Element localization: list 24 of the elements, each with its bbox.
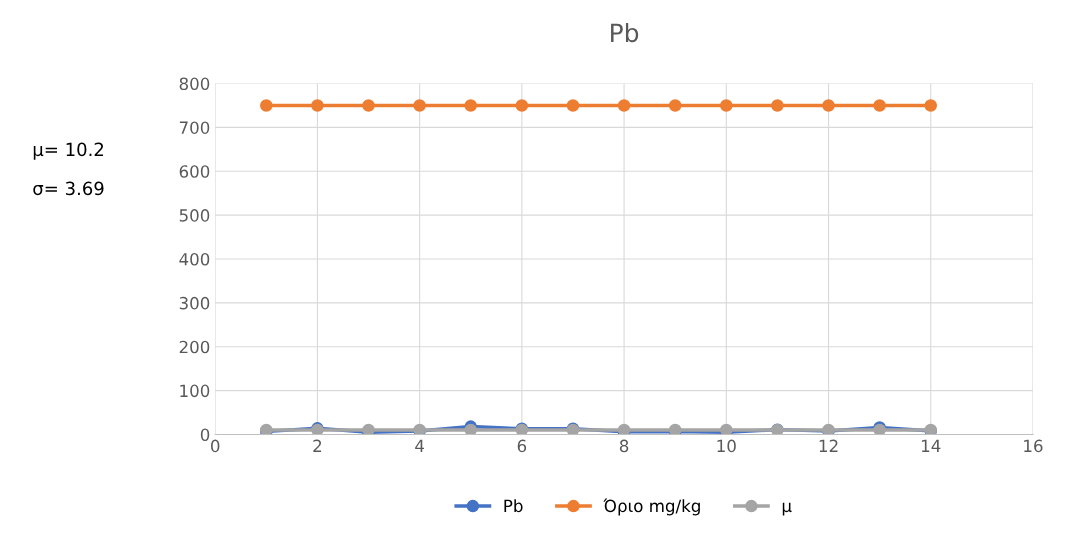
y-tick-label: 100 bbox=[180, 384, 210, 398]
x-tick-label: 4 bbox=[415, 439, 425, 452]
x-tick-label: 2 bbox=[313, 439, 322, 452]
y-tick-label: 400 bbox=[179, 252, 210, 266]
y-tick-label: 700 bbox=[179, 121, 210, 134]
x-tick-label: 14 bbox=[921, 439, 941, 452]
legend-label: Όριο mg/kg bbox=[603, 498, 700, 516]
text: μ= 10.2 bbox=[33, 142, 104, 160]
x-tick-label: 0 bbox=[211, 439, 220, 453]
y-tick-label: 800 bbox=[179, 77, 210, 91]
legend-label: μ bbox=[782, 502, 792, 516]
x-tick-label: 6 bbox=[517, 439, 527, 453]
x-tick-label: 10 bbox=[717, 439, 736, 453]
y-tick-label: 200 bbox=[179, 340, 210, 354]
legend-label: Pb bbox=[504, 499, 523, 513]
y-tick-label: 600 bbox=[179, 165, 210, 178]
y-tick-label: 500 bbox=[179, 209, 210, 222]
y-tick-label: 300 bbox=[179, 296, 210, 310]
x-tick-label: 8 bbox=[619, 439, 629, 453]
chart-title: Pb bbox=[611, 22, 639, 43]
x-tick-label: 16 bbox=[1024, 439, 1043, 453]
text: σ= 3.69 bbox=[33, 181, 104, 196]
y-tick-label: 0 bbox=[200, 428, 210, 442]
x-tick-label: 12 bbox=[819, 439, 838, 452]
